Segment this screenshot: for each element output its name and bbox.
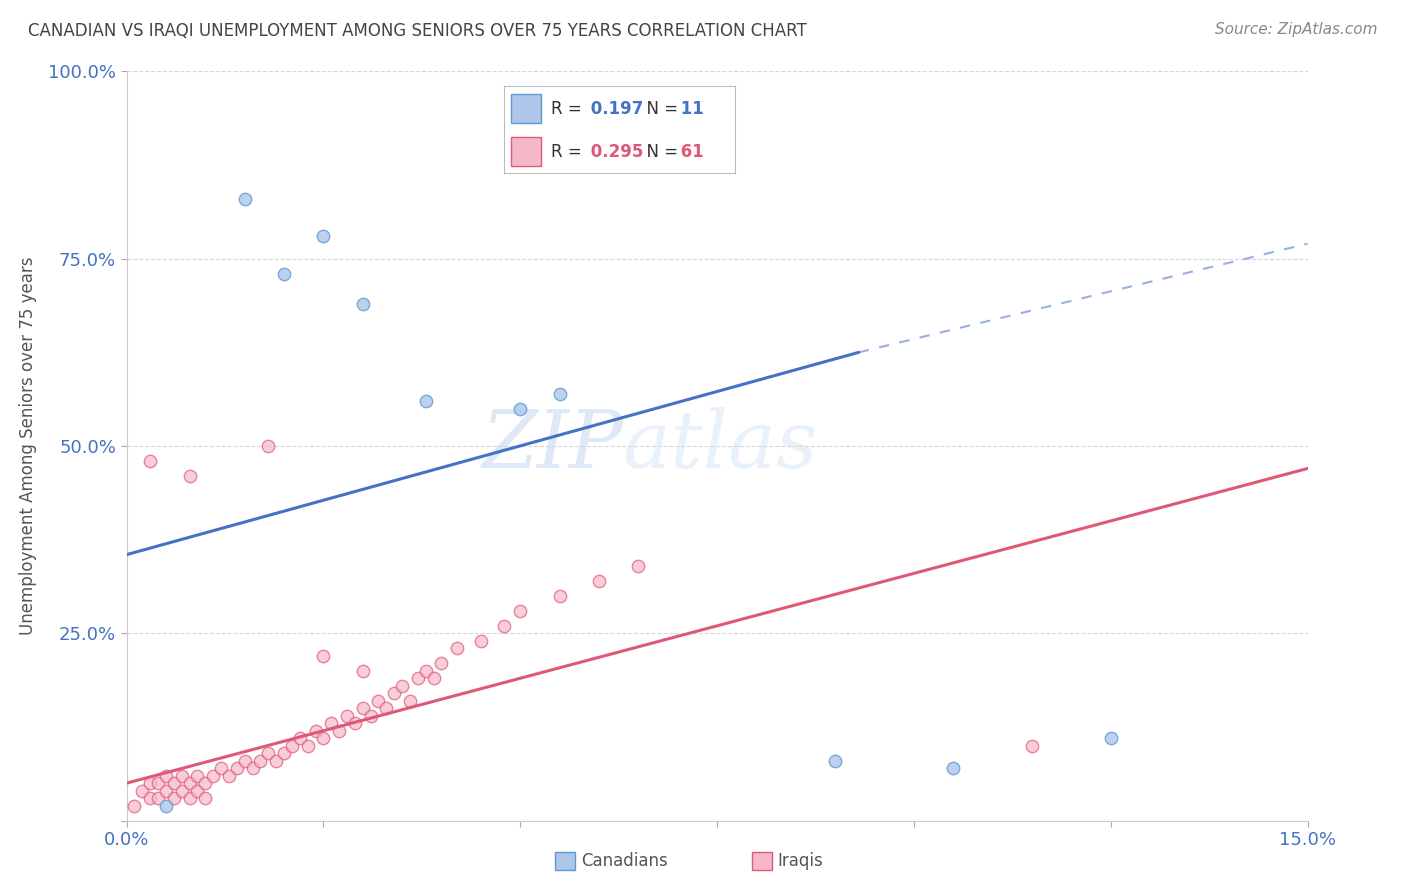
Point xyxy=(264,754,287,768)
Point xyxy=(399,694,422,708)
Point xyxy=(352,296,374,310)
Point xyxy=(139,776,162,790)
Point xyxy=(382,686,405,700)
Point xyxy=(588,574,610,588)
Point xyxy=(124,798,146,813)
Text: Canadians: Canadians xyxy=(581,852,668,870)
Point xyxy=(179,776,201,790)
Point xyxy=(233,192,256,206)
Point xyxy=(225,761,247,775)
Point xyxy=(942,761,965,775)
Point xyxy=(352,701,374,715)
Point xyxy=(548,589,571,603)
Point xyxy=(170,769,193,783)
Point xyxy=(415,664,437,678)
Point xyxy=(321,716,343,731)
Point xyxy=(194,776,217,790)
Point xyxy=(139,791,162,805)
Point xyxy=(146,776,169,790)
Point xyxy=(360,708,382,723)
Point xyxy=(304,723,326,738)
Point xyxy=(257,746,280,760)
Y-axis label: Unemployment Among Seniors over 75 years: Unemployment Among Seniors over 75 years xyxy=(20,257,37,635)
Text: Iraqis: Iraqis xyxy=(778,852,824,870)
Point xyxy=(186,783,208,797)
Point xyxy=(312,648,335,663)
Point xyxy=(170,783,193,797)
Point xyxy=(509,401,531,416)
Point xyxy=(824,754,846,768)
Text: CANADIAN VS IRAQI UNEMPLOYMENT AMONG SENIORS OVER 75 YEARS CORRELATION CHART: CANADIAN VS IRAQI UNEMPLOYMENT AMONG SEN… xyxy=(28,22,807,40)
Point xyxy=(343,716,366,731)
Text: ZIP: ZIP xyxy=(481,408,623,484)
Point xyxy=(336,708,359,723)
Point xyxy=(163,791,186,805)
Point xyxy=(422,671,444,685)
Point xyxy=(242,761,264,775)
Point xyxy=(312,731,335,746)
Point xyxy=(155,769,177,783)
Point xyxy=(494,619,516,633)
Point xyxy=(209,761,232,775)
Point xyxy=(288,731,311,746)
Point xyxy=(430,657,453,671)
Point xyxy=(273,267,295,281)
Point xyxy=(406,671,429,685)
Point xyxy=(194,791,217,805)
Point xyxy=(155,783,177,797)
Point xyxy=(202,769,225,783)
Point xyxy=(548,386,571,401)
Point xyxy=(446,641,468,656)
Point xyxy=(179,791,201,805)
Point xyxy=(163,776,186,790)
Point xyxy=(1099,731,1122,746)
Point xyxy=(312,229,335,244)
Point xyxy=(273,746,295,760)
Point xyxy=(155,798,177,813)
Point xyxy=(218,769,240,783)
Point xyxy=(352,664,374,678)
Point xyxy=(391,679,413,693)
Point xyxy=(146,791,169,805)
Point xyxy=(328,723,350,738)
Point xyxy=(367,694,389,708)
Point xyxy=(281,739,304,753)
Point xyxy=(470,633,492,648)
Point xyxy=(509,604,531,618)
Point xyxy=(1021,739,1043,753)
Point xyxy=(139,454,162,468)
Point xyxy=(179,469,201,483)
Point xyxy=(249,754,271,768)
Text: atlas: atlas xyxy=(623,408,818,484)
Point xyxy=(627,558,650,573)
Point xyxy=(297,739,319,753)
Text: Source: ZipAtlas.com: Source: ZipAtlas.com xyxy=(1215,22,1378,37)
Point xyxy=(233,754,256,768)
Point xyxy=(415,394,437,409)
Point xyxy=(257,439,280,453)
Point xyxy=(186,769,208,783)
Point xyxy=(131,783,153,797)
Point xyxy=(375,701,398,715)
